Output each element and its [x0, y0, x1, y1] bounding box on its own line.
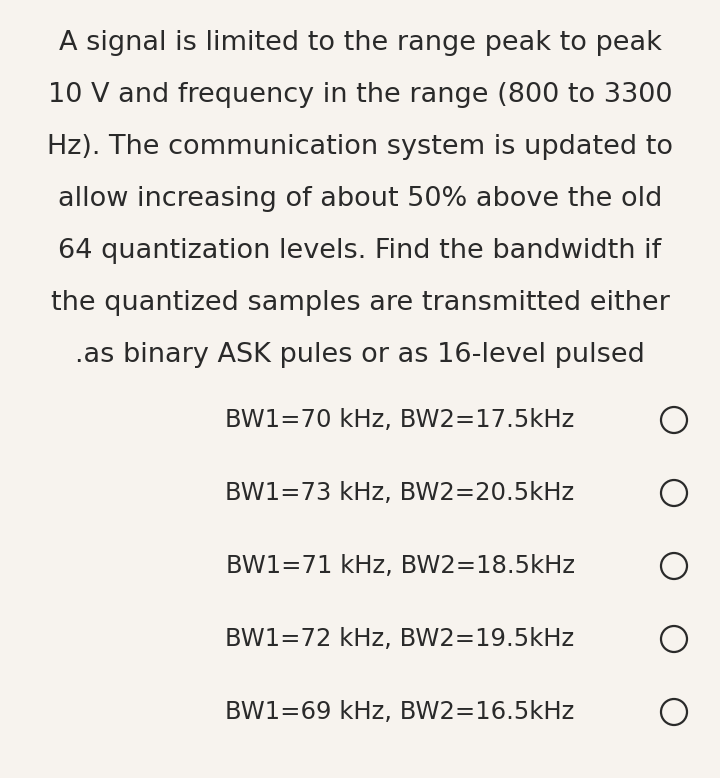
Text: Hz). The communication system is updated to: Hz). The communication system is updated…	[47, 134, 673, 160]
Text: 64 quantization levels. Find the bandwidth if: 64 quantization levels. Find the bandwid…	[58, 238, 662, 264]
Text: the quantized samples are transmitted either: the quantized samples are transmitted ei…	[50, 290, 670, 316]
Text: BW1=73 kHz, BW2=20.5kHz: BW1=73 kHz, BW2=20.5kHz	[225, 481, 575, 505]
Text: 10 V and frequency in the range (800 to 3300: 10 V and frequency in the range (800 to …	[48, 82, 672, 108]
Text: allow increasing of about 50% above the old: allow increasing of about 50% above the …	[58, 186, 662, 212]
Text: BW1=72 kHz, BW2=19.5kHz: BW1=72 kHz, BW2=19.5kHz	[225, 627, 575, 651]
Text: A signal is limited to the range peak to peak: A signal is limited to the range peak to…	[58, 30, 662, 56]
Text: .as binary ASK pules or as 16-level pulsed: .as binary ASK pules or as 16-level puls…	[75, 342, 645, 368]
Text: BW1=70 kHz, BW2=17.5kHz: BW1=70 kHz, BW2=17.5kHz	[225, 408, 575, 432]
Text: BW1=69 kHz, BW2=16.5kHz: BW1=69 kHz, BW2=16.5kHz	[225, 700, 575, 724]
Text: BW1=71 kHz, BW2=18.5kHz: BW1=71 kHz, BW2=18.5kHz	[225, 554, 575, 578]
